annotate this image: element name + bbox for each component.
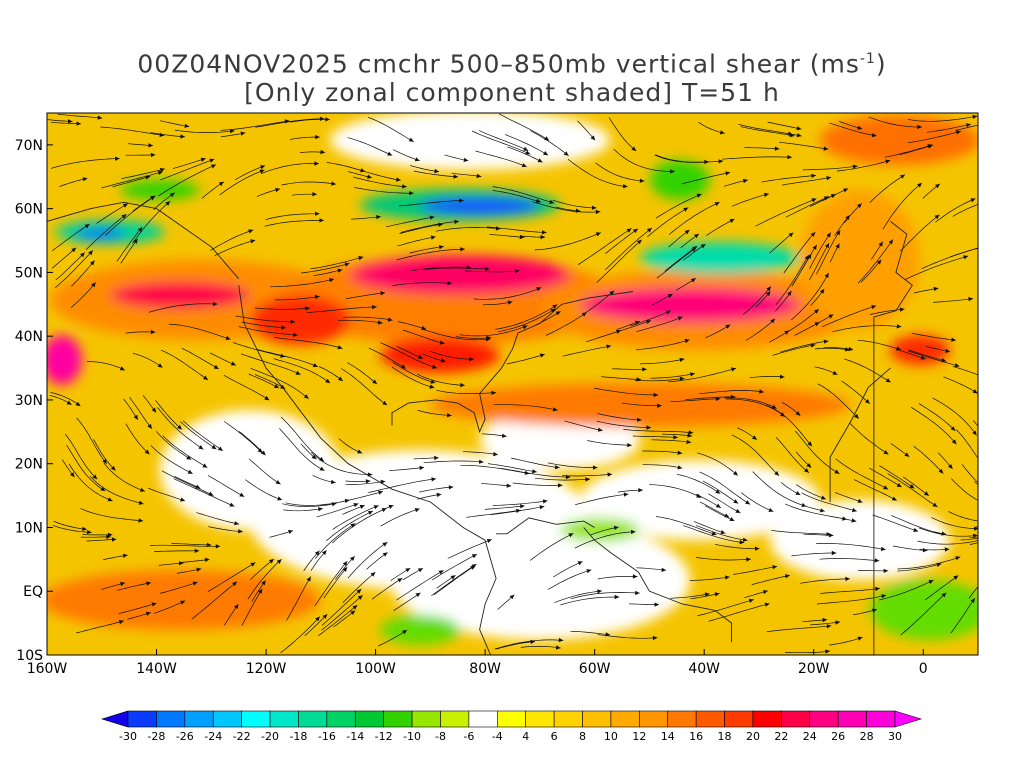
coastline-segment (583, 527, 733, 643)
latitude-axis: 70N 60N 50N 40N 30N 20N 10N EQ 10S (15, 138, 53, 664)
colorbar-max-arrow (894, 710, 923, 728)
colorbar-label: -16 (318, 730, 336, 743)
colorbar-swatch (610, 710, 640, 728)
x-tick-label: 160W (27, 661, 68, 677)
colorbar-min-arrow (100, 710, 129, 728)
colorbar-swatch (354, 710, 384, 728)
colorbar-swatch (553, 710, 583, 728)
colorbar-swatch (156, 710, 186, 728)
x-tick-label: 0 (919, 661, 928, 677)
colorbar-swatch (724, 710, 754, 728)
colorbar-label: -12 (375, 730, 393, 743)
colorbar-swatch (695, 710, 725, 728)
colorbar-swatch (667, 710, 697, 728)
y-tick-label: 60N (15, 202, 43, 218)
colorbar-label: 30 (888, 730, 902, 743)
colorbar-swatch (496, 710, 527, 728)
colorbar-swatch (582, 710, 612, 728)
colorbar-swatch (383, 710, 413, 728)
colorbar-label: 14 (661, 730, 675, 743)
colorbar-label: 18 (718, 730, 732, 743)
colorbar-swatch (269, 710, 299, 728)
coastlines (47, 201, 913, 655)
title-line-1-close: ) (875, 49, 887, 79)
colorbar-swatch (127, 710, 157, 728)
y-tick-label: 10S (16, 648, 43, 664)
colorbar-swatch (440, 710, 470, 728)
shading-field (47, 113, 978, 645)
colorbar-label: -24 (204, 730, 222, 743)
colorbar-swatch (184, 710, 214, 728)
colorbar-label: -14 (346, 730, 364, 743)
colorbar-label: 28 (860, 730, 874, 743)
colorbar-label: 12 (632, 730, 646, 743)
colorbar-label: -20 (261, 730, 279, 743)
y-tick-label: 70N (15, 138, 43, 154)
title-line-1-text: 00Z04NOV2025 cmchr 500–850mb vertical sh… (137, 49, 860, 79)
colorbar-swatch (639, 710, 669, 728)
x-tick-label: 120W (246, 661, 287, 677)
colorbar-label: 20 (746, 730, 760, 743)
colorbar-label: -4 (492, 730, 503, 743)
colorbar-label: -18 (289, 730, 307, 743)
x-tick-label: 80W (469, 661, 501, 677)
x-tick-label: 60W (579, 661, 611, 677)
colorbar-label: 24 (803, 730, 817, 743)
plot-title: 00Z04NOV2025 cmchr 500–850mb vertical sh… (0, 45, 1024, 107)
title-unit-exponent: -1 (859, 51, 876, 67)
coastline-segment (496, 517, 595, 535)
x-tick-label: 20W (798, 661, 830, 677)
title-line-1: 00Z04NOV2025 cmchr 500–850mb vertical sh… (0, 45, 1024, 78)
x-tick-label: 100W (355, 661, 396, 677)
colorbar-swatch (752, 710, 782, 728)
colorbar-label: -8 (435, 730, 446, 743)
colorbar-swatch (212, 710, 242, 728)
longitude-axis: 160W 140W 120W 100W 80W 60W 40W 20W 0 (27, 649, 928, 677)
colorbar-swatch (241, 710, 271, 728)
y-tick-label: 50N (15, 265, 43, 281)
colorbar-swatch (781, 710, 811, 728)
colorbar-swatch (809, 710, 839, 728)
coastline-segment (829, 367, 891, 502)
y-tick-label: 10N (15, 520, 43, 536)
colorbar-swatch (525, 710, 555, 728)
y-tick-label: 30N (15, 393, 43, 409)
title-line-2: [Only zonal component shaded] T=51 h (244, 78, 780, 108)
colorbar: -30 -28 -26 -24 -22 -20 -18 -16 -14 -12 -10 -8 -6 -4 4… (100, 710, 923, 743)
colorbar-swatch (837, 710, 867, 728)
colorbar-label: -30 (119, 730, 137, 743)
colorbar-label: -28 (147, 730, 165, 743)
colorbar-label: -10 (403, 730, 421, 743)
streamline-paths (47, 113, 978, 654)
colorbar-label: 22 (774, 730, 788, 743)
colorbar-label: 16 (689, 730, 703, 743)
colorbar-swatch (326, 710, 356, 728)
coastline-segment (47, 201, 240, 280)
coastline-segment (873, 221, 913, 655)
y-tick-label: 20N (15, 457, 43, 473)
map-frame (46, 112, 979, 656)
colorbar-label: 26 (831, 730, 845, 743)
colorbar-swatch (866, 710, 896, 728)
x-tick-label: 40W (688, 661, 720, 677)
colorbar-label: -6 (463, 730, 474, 743)
colorbar-swatch (298, 710, 328, 728)
colorbar-label: 6 (551, 730, 558, 743)
colorbar-label: 8 (579, 730, 586, 743)
colorbar-swatch (468, 710, 498, 728)
colorbar-label: 4 (522, 730, 529, 743)
coastline-segment (391, 291, 634, 434)
colorbar-label: -22 (233, 730, 251, 743)
wind-streamlines (47, 113, 978, 654)
colorbar-label: 10 (604, 730, 618, 743)
map-panel (47, 113, 978, 655)
coastline-segment (238, 285, 497, 655)
x-tick-label: 140W (136, 661, 177, 677)
colorbar-label: -26 (176, 730, 194, 743)
colorbar-swatch (411, 710, 441, 728)
y-tick-label: EQ (23, 584, 43, 600)
y-tick-label: 40N (15, 329, 43, 345)
